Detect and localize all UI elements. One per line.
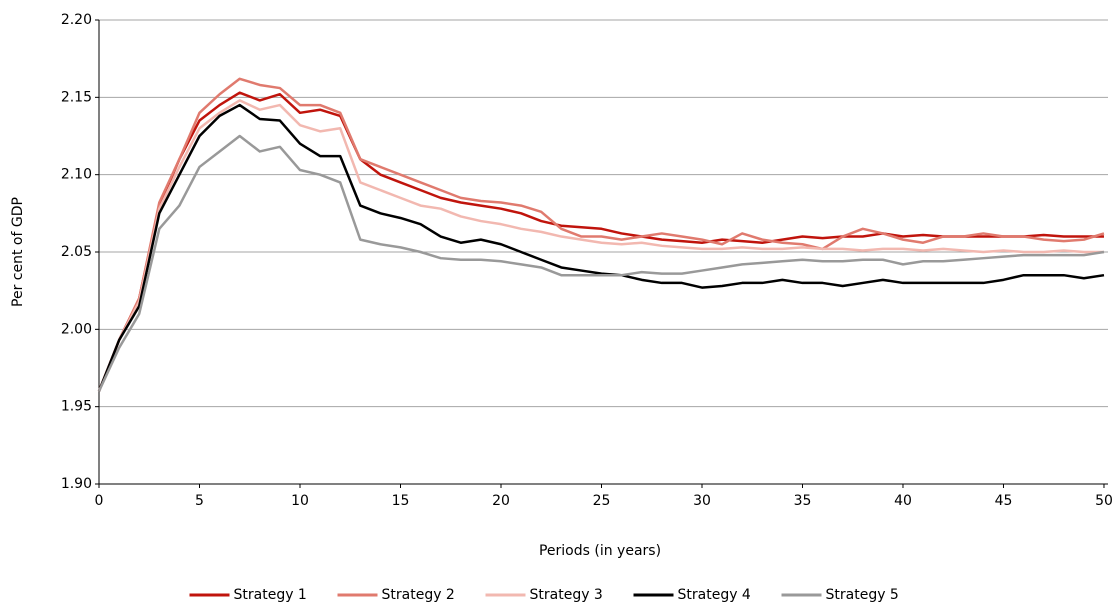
x-tick-label: 20 [492, 493, 510, 509]
legend: Strategy 1 Strategy 2 Strategy 3 Strategy 4… [189, 587, 899, 603]
legend-label: Strategy 4 [678, 587, 751, 603]
x-tick-label: 10 [291, 493, 309, 509]
y-tick-label: 2.00 [61, 321, 92, 337]
series-line [97, 77, 1105, 392]
x-tick-label: 30 [693, 493, 711, 509]
legend-label: Strategy 3 [530, 587, 603, 603]
x-tick-label: 50 [1095, 493, 1113, 509]
x-tick-label: 0 [95, 493, 104, 509]
legend-label: Strategy 1 [234, 587, 307, 603]
x-axis-label: Periods (in years) [539, 543, 661, 559]
x-tick-label: 35 [794, 493, 812, 509]
legend-label: Strategy 5 [826, 587, 899, 603]
y-axis-label: Per cent of GDP [10, 197, 26, 307]
y-tick-label: 2.10 [61, 167, 92, 183]
x-tick-label: 25 [593, 493, 611, 509]
x-tick-label: 5 [195, 493, 204, 509]
x-tick-label: 15 [392, 493, 410, 509]
legend-label: Strategy 2 [382, 587, 455, 603]
y-tick-label: 2.20 [61, 12, 92, 28]
series-line [97, 134, 1105, 392]
y-tick-label: 1.90 [61, 476, 92, 492]
x-tick-label: 45 [995, 493, 1013, 509]
series-line [97, 103, 1105, 392]
series-line [97, 91, 1104, 392]
y-tick-label: 2.15 [61, 89, 92, 105]
y-tick-label: 2.05 [61, 244, 92, 260]
series-line [97, 99, 1104, 392]
y-tick-label: 1.95 [61, 399, 92, 415]
x-tick-label: 40 [894, 493, 912, 509]
